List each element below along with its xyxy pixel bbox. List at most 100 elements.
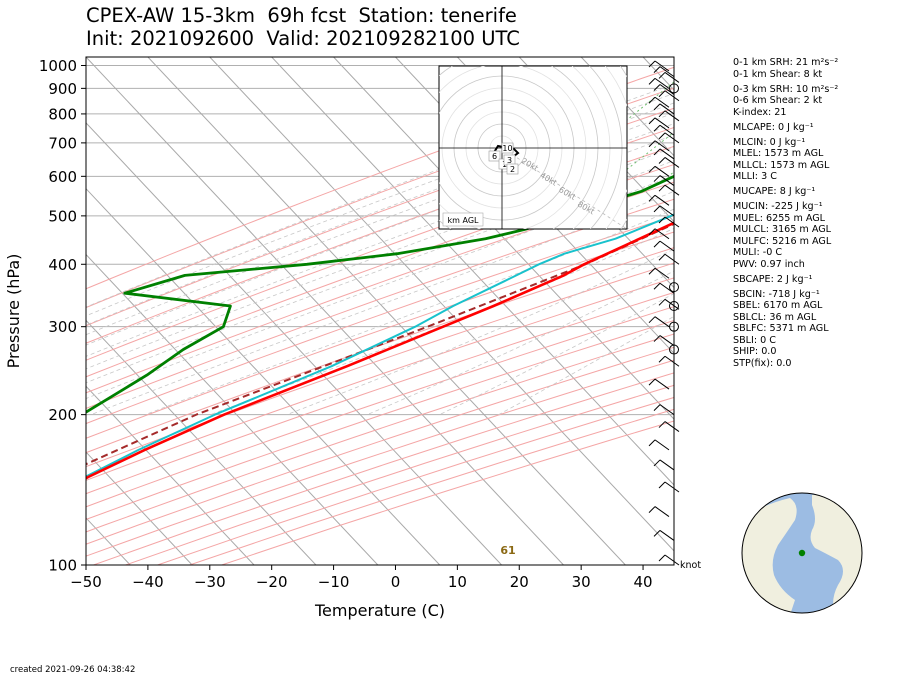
hodograph-ray	[501, 147, 627, 229]
y-tick-label: 500	[48, 207, 77, 225]
sounding-parameter: MULCL: 3165 m AGL	[733, 224, 832, 235]
hodograph-height-label: 2	[510, 165, 515, 174]
y-tick-label: 200	[48, 406, 77, 424]
dry-adiabat	[86, 231, 674, 439]
dry-adiabat	[86, 333, 674, 533]
dry-adiabat	[86, 277, 674, 481]
wind-barb	[648, 140, 670, 152]
sounding-parameter: 0-3 km SRH: 10 m²s⁻²	[733, 83, 839, 95]
wind-barb	[658, 132, 680, 144]
moist-adiabat	[86, 160, 674, 384]
wind-barb	[658, 481, 680, 493]
moist-adiabat	[86, 83, 674, 308]
wind-barb	[658, 157, 680, 168]
wind-barb	[653, 335, 675, 346]
moist-adiabat	[145, 208, 674, 415]
wind-barb	[653, 124, 675, 136]
mixing-ratio-line	[895, 57, 906, 176]
created-timestamp: created 2021-09-26 04:38:42	[10, 665, 136, 675]
x-tick-label: 0	[391, 573, 401, 591]
hodograph-frame	[438, 65, 628, 230]
sounding-parameters: 0-1 km SRH: 21 m²s⁻² 0-1 km Shear: 8 kt 0-…	[733, 57, 838, 369]
x-tick-label: −30	[194, 573, 226, 591]
sounding-parameter: MUCIN: -225 J kg⁻¹	[733, 201, 823, 212]
hodograph: 20kt40kt60kt80kt106132km AGL	[439, 66, 627, 229]
sounding-parameter: SBLCL: 36 m AGL	[733, 311, 817, 323]
wind-barb	[653, 282, 675, 294]
y-tick-label: 300	[48, 318, 77, 336]
sounding-parameter: MLCAPE: 0 J kg⁻¹	[733, 121, 814, 133]
wind-barb	[648, 165, 670, 177]
wind-barb	[658, 110, 680, 122]
hodograph-height-box	[506, 163, 519, 175]
wind-barb	[658, 554, 680, 566]
hodograph-legend: km AGL	[448, 216, 480, 225]
wind-barb	[653, 459, 675, 471]
hodograph-height-box	[488, 150, 501, 162]
wind-barb	[653, 175, 675, 186]
wind-barb	[658, 355, 680, 367]
sounding-parameter: MULI: -0 C	[733, 247, 783, 258]
moist-adiabat	[367, 270, 674, 415]
isotherm	[580, 57, 674, 157]
sounding-parameter: MUEL: 6255 m AGL	[733, 212, 826, 224]
sounding-parameter: PWV: 0.97 inch	[733, 258, 805, 270]
sounding-parameter: MLLI: 3 C	[733, 171, 777, 182]
y-tick-label: 600	[48, 168, 77, 186]
isotherm	[86, 319, 317, 565]
moist-adiabat	[86, 134, 674, 357]
location-globe	[741, 492, 863, 614]
x-axis-label: Temperature (C)	[314, 601, 445, 620]
wind-barb	[658, 90, 680, 102]
x-tick-label: −40	[132, 573, 164, 591]
wind-unit-label: knot	[680, 560, 702, 571]
sounding-parameter: SBCIN: -718 J kg⁻¹	[733, 288, 820, 300]
dry-adiabat	[86, 306, 674, 508]
calm-wind-marker	[669, 83, 679, 94]
wind-barb	[653, 103, 675, 115]
calm-wind-marker	[669, 282, 679, 293]
hodograph-height-label: 6	[492, 152, 497, 161]
sounding-parameter: SBEL: 6170 m AGL	[733, 300, 823, 311]
moist-adiabat	[86, 92, 674, 317]
sounding-parameter: SBCAPE: 2 J kg⁻¹	[733, 273, 813, 285]
hodograph-legend-box	[442, 212, 484, 227]
isotherm	[209, 57, 674, 552]
dry-adiabat	[86, 262, 674, 468]
wind-barb	[648, 60, 670, 72]
isotherm	[86, 122, 502, 565]
mixing-ratio-line	[863, 57, 906, 176]
station-marker	[798, 549, 806, 557]
globe-land-americas	[742, 498, 797, 613]
sounding-parameter: SBLFC: 5371 m AGL	[733, 323, 829, 334]
wind-barb	[648, 316, 670, 328]
wind-barb	[648, 378, 670, 390]
wind-barb	[653, 205, 675, 217]
temperature-profile	[86, 221, 674, 480]
wind-barb	[658, 421, 680, 432]
isotherm	[86, 451, 193, 565]
wind-barb	[653, 530, 675, 541]
sounding-parameter: SHIP: 0.0	[733, 346, 777, 357]
y-tick-label: 800	[48, 105, 77, 123]
wetbulb-profile	[86, 213, 674, 478]
sounding-parameter: MUCAPE: 8 J kg⁻¹	[733, 186, 816, 197]
moist-adiabat	[86, 102, 674, 326]
dry-adiabat	[86, 359, 674, 557]
wind-barb	[648, 77, 670, 89]
wind-barb	[648, 267, 670, 279]
dry-adiabat	[86, 198, 674, 409]
sounding-parameter: MLLCL: 1573 m AGL	[733, 159, 830, 171]
wind-barb	[653, 66, 675, 78]
isotherm	[147, 57, 626, 565]
wind-barb	[653, 404, 675, 416]
chart-subtitle: Init: 2021092600 Valid: 202109282100 UTC	[86, 27, 520, 50]
calm-wind-marker	[669, 301, 679, 312]
globe-outline	[741, 492, 863, 614]
calm-wind-marker	[669, 344, 679, 355]
dry-adiabat	[86, 319, 674, 520]
y-tick-label: 400	[48, 256, 77, 274]
x-tick-label: 40	[634, 573, 653, 591]
chart-title: CPEX-AW 15-3km 69h fcst Station: tenerif…	[86, 4, 517, 27]
